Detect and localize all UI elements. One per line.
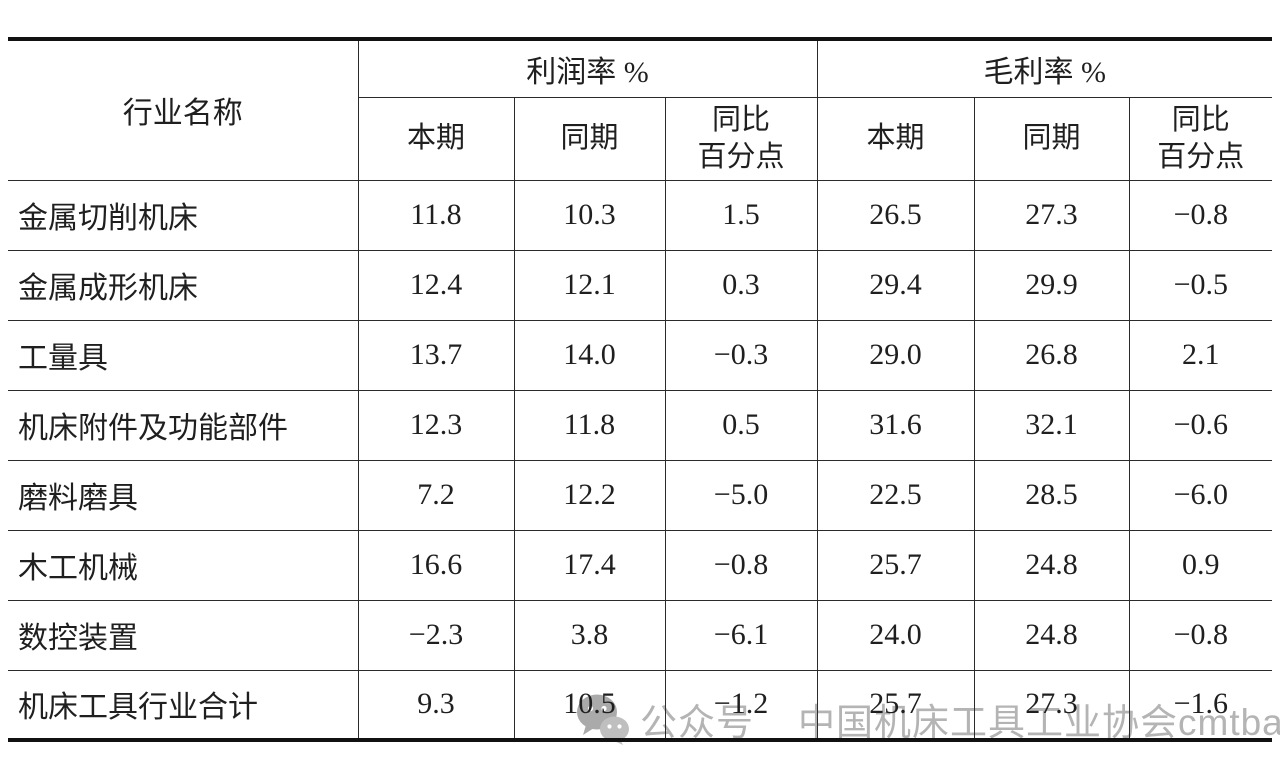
cell-value: 26.8 [973,319,1130,391]
cell-value: −6.0 [1128,459,1273,531]
group-header-row: 行业名称 利润率 % 毛利率 % [8,38,1273,181]
table-row: 机床工具行业合计 9.3 10.5 −1.2 25.7 27.3 −1.6 [8,669,1273,741]
table-row: 工量具 13.7 14.0 −0.3 29.0 26.8 2.1 [8,319,1273,391]
cell-value: 11.8 [513,389,666,461]
cell-value: −0.8 [1128,179,1273,251]
table-header: 行业名称 利润率 % 毛利率 % 本期 同期 同比 百分点 本期 同期 同比 百分点 [8,38,1273,181]
cell-value: 3.8 [513,599,666,671]
table-row: 木工机械 16.6 17.4 −0.8 25.7 24.8 0.9 [8,529,1273,601]
table-row: 数控装置 −2.3 3.8 −6.1 24.0 24.8 −0.8 [8,599,1273,671]
cell-value: 25.7 [816,529,975,601]
cell-value: 2.1 [1128,319,1273,391]
cell-value: 12.2 [513,459,666,531]
row-label: 数控装置 [8,599,359,671]
cell-value: −6.1 [664,599,818,671]
cell-value: 0.5 [664,389,818,461]
cell-value: 27.3 [973,669,1130,741]
cell-value: 14.0 [513,319,666,391]
cell-value: −1.6 [1128,669,1273,741]
cell-value: 7.2 [357,459,515,531]
column-header-group1-col2: 同比 百分点 [1128,96,1273,181]
cell-value: −0.6 [1128,389,1273,461]
cell-value: 13.7 [357,319,515,391]
cell-value: 24.0 [816,599,975,671]
row-label: 工量具 [8,319,359,391]
cell-value: 24.8 [973,599,1130,671]
cell-value: 32.1 [973,389,1130,461]
table-row: 金属切削机床 11.8 10.3 1.5 26.5 27.3 −0.8 [8,179,1273,251]
column-header-group1-col0: 本期 [816,96,975,181]
cell-value: 29.4 [816,249,975,321]
cell-value: 0.3 [664,249,818,321]
cell-value: 12.3 [357,389,515,461]
row-label: 磨料磨具 [8,459,359,531]
row-label: 机床工具行业合计 [8,669,359,741]
group-header-profit-rate: 利润率 % [357,38,818,98]
cell-value: 12.4 [357,249,515,321]
cell-value: 28.5 [973,459,1130,531]
cell-value: 9.3 [357,669,515,741]
table-row: 机床附件及功能部件 12.3 11.8 0.5 31.6 32.1 −0.6 [8,389,1273,461]
column-header-group0-col2: 同比 百分点 [664,96,818,181]
cell-value: 17.4 [513,529,666,601]
row-label: 金属切削机床 [8,179,359,251]
cell-value: 1.5 [664,179,818,251]
cell-value: 27.3 [973,179,1130,251]
cell-value: 29.0 [816,319,975,391]
cell-value: −0.5 [1128,249,1273,321]
cell-value: −0.8 [1128,599,1273,671]
table-row: 金属成形机床 12.4 12.1 0.3 29.4 29.9 −0.5 [8,249,1273,321]
cell-value: 24.8 [973,529,1130,601]
cell-value: 10.5 [513,669,666,741]
sub-header-row: 本期 同期 同比 百分点 本期 同期 同比 百分点 [8,96,1273,181]
column-header-group0-col0: 本期 [358,96,515,181]
row-label: 木工机械 [8,529,359,601]
cell-value: 11.8 [357,179,515,251]
cell-value: −0.8 [664,529,818,601]
cell-value: −5.0 [664,459,818,531]
cell-value: 26.5 [816,179,975,251]
cell-value: −1.2 [664,669,818,741]
group-header-gross-margin: 毛利率 % [816,38,1273,98]
cell-value: 31.6 [816,389,975,461]
cell-value: −0.3 [664,319,818,391]
cell-value: 12.1 [513,249,666,321]
column-header-industry-name: 行业名称 [8,38,359,181]
table-body: 金属切削机床 11.8 10.3 1.5 26.5 27.3 −0.8 金属成形机床 12.4 1… [8,179,1273,741]
row-label: 机床附件及功能部件 [8,389,359,461]
table-row: 磨料磨具 7.2 12.2 −5.0 22.5 28.5 −6.0 [8,459,1273,531]
column-header-group0-col1: 同期 [513,96,666,181]
cell-value: −2.3 [357,599,515,671]
column-header-group1-col1: 同期 [973,96,1130,181]
row-label: 金属成形机床 [8,249,359,321]
cell-value: 0.9 [1128,529,1273,601]
cell-value: 25.7 [816,669,975,741]
cell-value: 22.5 [816,459,975,531]
cell-value: 10.3 [513,179,666,251]
cell-value: 29.9 [973,249,1130,321]
cell-value: 16.6 [357,529,515,601]
industry-margin-table: 行业名称 利润率 % 毛利率 % 本期 同期 同比 百分点 本期 同期 同比 百分点 金属… [8,37,1273,742]
